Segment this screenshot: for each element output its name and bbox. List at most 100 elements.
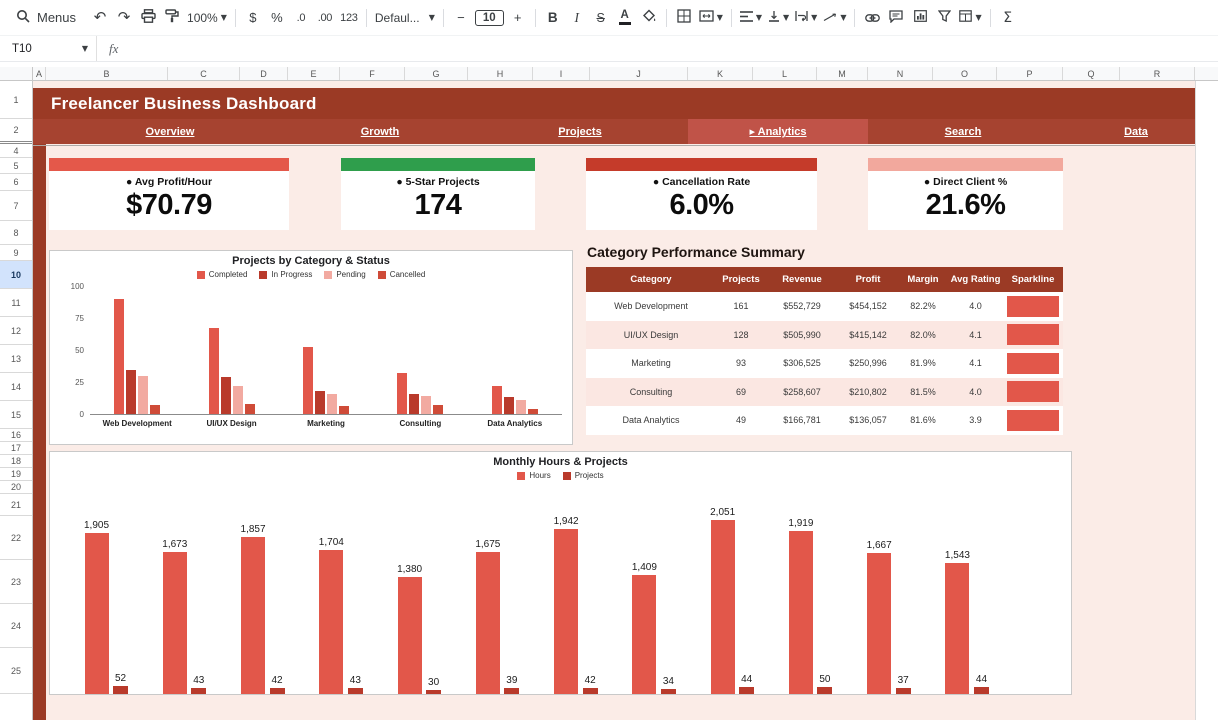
row-header-23[interactable]: 23 xyxy=(0,560,32,604)
bar-group: 1,675 39 xyxy=(475,539,520,694)
column-header-J[interactable]: J xyxy=(590,67,688,80)
column-header-E[interactable]: E xyxy=(288,67,340,80)
row-header-9[interactable]: 9 xyxy=(0,245,32,261)
kpi-card-direct-client[interactable]: ● Direct Client % 21.6% xyxy=(868,158,1063,230)
zoom-control[interactable]: 100% ▼ xyxy=(187,10,227,25)
column-header-L[interactable]: L xyxy=(753,67,817,80)
menus-button[interactable]: Menus xyxy=(8,5,88,31)
row-header-17[interactable]: 17 xyxy=(0,442,32,455)
column-header-C[interactable]: C xyxy=(168,67,240,80)
borders-button[interactable] xyxy=(672,5,696,31)
summary-table-row[interactable]: UI/UX Design 128 $505,990 $415,142 82.0% 4.1 xyxy=(586,320,1063,349)
increase-decimal-button[interactable]: .00 xyxy=(317,11,333,24)
column-header-H[interactable]: H xyxy=(468,67,533,80)
column-header-N[interactable]: N xyxy=(868,67,933,80)
column-header-R[interactable]: R xyxy=(1120,67,1195,80)
fill-color-button[interactable] xyxy=(637,5,661,31)
hours-data-label: 1,380 xyxy=(397,564,423,576)
row-header-12[interactable]: 12 xyxy=(0,317,32,345)
row-header-14[interactable]: 14 xyxy=(0,373,32,401)
row-header-4[interactable]: 4 xyxy=(0,144,32,158)
row-header-20[interactable]: 20 xyxy=(0,481,32,494)
nav-tab-data[interactable]: Data xyxy=(1124,125,1148,138)
summary-table-row[interactable]: Data Analytics 49 $166,781 $136,057 81.6% 3.9 xyxy=(586,406,1063,435)
insert-chart-button[interactable] xyxy=(908,5,932,31)
increase-font-size-button[interactable]: + xyxy=(513,10,522,25)
summary-table-row[interactable]: Marketing 93 $306,525 $250,996 81.9% 4.1 xyxy=(586,349,1063,378)
kpi-card-cancellation[interactable]: ● Cancellation Rate 6.0% xyxy=(586,158,817,230)
chevron-down-icon: ▼ xyxy=(81,44,88,53)
column-header-F[interactable]: F xyxy=(340,67,405,80)
strikethrough-button[interactable]: S xyxy=(596,10,605,25)
column-header-P[interactable]: P xyxy=(997,67,1063,80)
nav-tab-growth[interactable]: Growth xyxy=(360,125,400,138)
filter-button[interactable] xyxy=(932,5,956,31)
category-status-chart[interactable]: Projects by Category & Status Completed In… xyxy=(49,250,573,445)
paint-format-button[interactable] xyxy=(160,5,184,31)
italic-button[interactable]: I xyxy=(574,9,579,25)
column-header-A[interactable]: A xyxy=(33,67,46,80)
font-family-select[interactable]: Defaul... ▼ xyxy=(374,10,435,25)
kpi-card-five-star[interactable]: ● 5-Star Projects 174 xyxy=(341,158,535,230)
column-header-K[interactable]: K xyxy=(688,67,753,80)
percent-format-button[interactable]: % xyxy=(271,10,283,25)
decrease-font-size-button[interactable]: − xyxy=(457,10,465,25)
kpi-card-avg-profit[interactable]: ● Avg Profit/Hour $70.79 xyxy=(49,158,289,230)
nav-tab-projects[interactable]: Projects xyxy=(558,125,602,138)
nav-tab-search[interactable]: Search xyxy=(944,125,982,138)
column-header-I[interactable]: I xyxy=(533,67,590,80)
vertical-align-button[interactable]: ▼ xyxy=(765,5,792,31)
row-header-8[interactable]: 8 xyxy=(0,221,32,245)
row-header-2[interactable]: 2 xyxy=(0,119,32,144)
print-button[interactable] xyxy=(136,5,160,31)
summary-table-body: Web Development 161 $552,729 $454,152 82.2% 4… xyxy=(586,292,1063,435)
nav-tab-overview[interactable]: Overview xyxy=(145,125,195,138)
currency-format-button[interactable]: $ xyxy=(249,10,257,25)
decrease-decimal-button[interactable]: .0 xyxy=(296,11,306,24)
row-header-5[interactable]: 5 xyxy=(0,158,32,174)
row-header-19[interactable]: 19 xyxy=(0,468,32,481)
column-header-D[interactable]: D xyxy=(240,67,288,80)
cell-name-box[interactable]: T10 ▼ xyxy=(0,36,97,61)
row-header-13[interactable]: 13 xyxy=(0,345,32,373)
text-color-button[interactable]: A xyxy=(613,5,637,31)
insert-link-button[interactable] xyxy=(860,5,884,31)
row-header-16[interactable]: 16 xyxy=(0,429,32,442)
column-header-M[interactable]: M xyxy=(817,67,868,80)
column-header-G[interactable]: G xyxy=(405,67,468,80)
select-all-corner[interactable] xyxy=(0,67,33,81)
text-rotation-button[interactable]: ▼ xyxy=(820,5,849,31)
column-header-Q[interactable]: Q xyxy=(1063,67,1120,80)
row-header-1[interactable]: 1 xyxy=(0,81,32,119)
insert-comment-button[interactable] xyxy=(884,5,908,31)
summary-table[interactable]: Category Projects Revenue Profit Margin Avg R… xyxy=(586,267,1063,435)
nav-tab-analytics[interactable]: ▸ Analytics xyxy=(688,119,868,144)
text-wrap-button[interactable]: ▼ xyxy=(792,5,820,31)
filter-views-button[interactable]: ▼ xyxy=(956,5,984,31)
summary-table-row[interactable]: Web Development 161 $552,729 $454,152 82.2% 4… xyxy=(586,292,1063,321)
summary-table-row[interactable]: Consulting 69 $258,607 $210,802 81.5% 4.0 xyxy=(586,377,1063,406)
font-size-input[interactable]: 10 xyxy=(474,9,504,26)
row-header-6[interactable]: 6 xyxy=(0,174,32,191)
row-header-18[interactable]: 18 xyxy=(0,455,32,468)
monthly-hours-chart[interactable]: Monthly Hours & Projects Hours Projects 1,9… xyxy=(49,451,1072,695)
row-header-11[interactable]: 11 xyxy=(0,289,32,317)
column-header-B[interactable]: B xyxy=(46,67,168,80)
row-header-21[interactable]: 21 xyxy=(0,494,32,516)
undo-button[interactable]: ↶ xyxy=(93,8,107,26)
row-header-7[interactable]: 7 xyxy=(0,191,32,221)
redo-button[interactable]: ↷ xyxy=(117,8,131,26)
bar-completed xyxy=(302,347,313,414)
column-header-O[interactable]: O xyxy=(933,67,997,80)
number-format-button[interactable]: 123 xyxy=(340,11,358,24)
row-header-24[interactable]: 24 xyxy=(0,604,32,648)
sheet-canvas[interactable]: Freelancer Business Dashboard Overview G… xyxy=(33,81,1218,720)
bold-button[interactable]: B xyxy=(547,10,558,25)
row-header-15[interactable]: 15 xyxy=(0,401,32,429)
functions-button[interactable]: Σ xyxy=(1003,9,1013,26)
merge-cells-button[interactable]: ▼ xyxy=(696,5,726,31)
row-header-25[interactable]: 25 xyxy=(0,648,32,694)
horizontal-align-button[interactable]: ▼ xyxy=(737,5,765,31)
row-header-22[interactable]: 22 xyxy=(0,516,32,560)
row-header-10[interactable]: 10 xyxy=(0,261,32,289)
